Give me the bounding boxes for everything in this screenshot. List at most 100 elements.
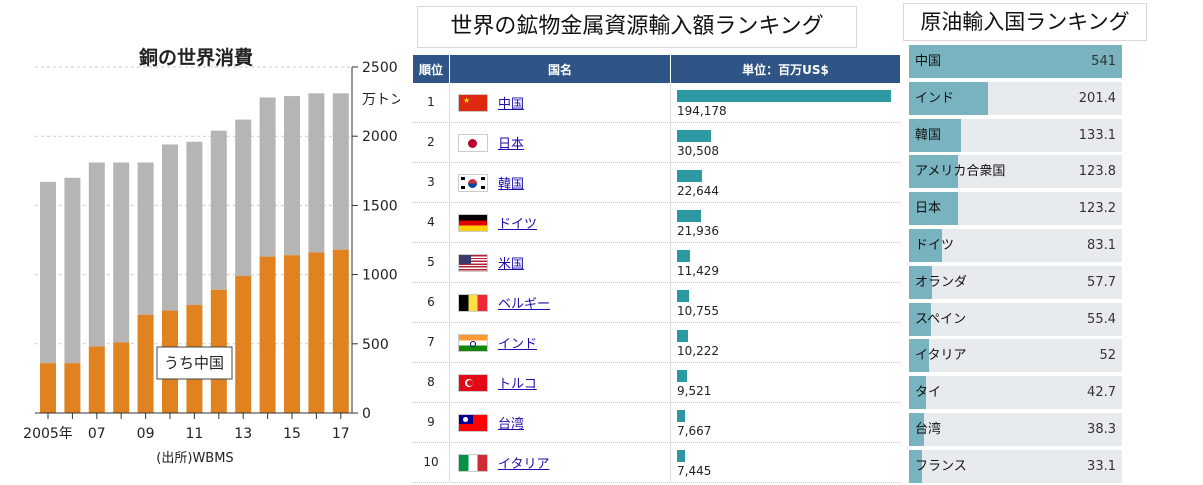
x-tick-label: 2005年 [23, 426, 73, 442]
metal-import-ranking: 世界の鉱物金属資源輸入額ランキング 順位 国名 単位：百万US$ 1 ★ 中国 194… [405, 0, 900, 485]
oil-value-bar [909, 155, 958, 189]
metal-ranking-title: 世界の鉱物金属資源輸入額ランキング [417, 6, 857, 48]
rank-cell: 8 [413, 363, 450, 402]
bar-world-2005 [40, 181, 56, 364]
value-cell: 10,755 [671, 283, 900, 322]
bar-world-2016 [308, 93, 325, 253]
flag-de-icon [458, 213, 488, 232]
oil-ranking-row: ドイツ 83.1 [909, 229, 1122, 262]
bar-china-2007 [88, 346, 105, 413]
copper-unit-label: 万トン [362, 92, 400, 108]
copper-bars [40, 93, 349, 413]
value-label: 30,508 [677, 144, 719, 158]
value-label: 21,936 [677, 224, 719, 238]
oil-value-label: 123.8 [1078, 164, 1116, 180]
metal-table-row: 1 ★ 中国 194,178 [413, 83, 900, 123]
china-annotation: うち中国 [164, 354, 224, 372]
x-tick-label: 11 [185, 426, 203, 442]
oil-ranking-row: イタリア 52 [909, 339, 1122, 373]
metal-table-row: 7 インド 10,222 [413, 323, 900, 363]
header-rank: 順位 [413, 55, 450, 83]
oil-value-label: 123.2 [1078, 201, 1116, 217]
oil-value-label: 83.1 [1087, 238, 1116, 253]
rank-cell: 2 [413, 123, 450, 162]
value-bar [677, 210, 702, 222]
country-link[interactable]: 台湾 [498, 417, 525, 432]
country-link[interactable]: ベルギー [498, 297, 551, 312]
copper-y-axis: 0 500 1000 1500 2000 2500 [351, 60, 398, 422]
x-tick-label: 17 [332, 426, 350, 442]
oil-value-label: 201.4 [1078, 90, 1116, 106]
oil-value-bar [909, 265, 932, 299]
metal-table-row: 8 トルコ 9,521 [413, 363, 900, 403]
flag-tr-icon [458, 373, 488, 392]
bar-china-2017 [332, 249, 349, 413]
value-label: 10,222 [677, 344, 719, 358]
oil-value-label: 541 [1091, 54, 1116, 69]
oil-value-bar [909, 118, 962, 152]
oil-country-label: タイ [915, 385, 942, 401]
metal-table-row: 5 米国 11,429 [413, 243, 900, 283]
metal-table-row: 4 ドイツ 21,936 [413, 203, 900, 243]
bar-china-2006 [64, 363, 81, 413]
country-link[interactable]: 韓国 [498, 177, 525, 192]
oil-ranking-row: オランダ 57.7 [909, 265, 1122, 299]
metal-table-row: 2 日本 30,508 [413, 123, 900, 163]
country-link[interactable]: 米国 [498, 257, 525, 272]
oil-country-label: 日本 [915, 201, 942, 217]
value-label: 7,445 [677, 464, 712, 478]
bar-world-2007 [88, 162, 105, 347]
bar-china-2016 [308, 252, 325, 413]
rank-cell: 5 [413, 243, 450, 282]
bar-world-2012 [210, 130, 227, 290]
country-cell: 米国 [450, 243, 671, 282]
oil-country-label: ドイツ [915, 238, 955, 253]
bar-world-2010 [162, 144, 178, 311]
country-link[interactable]: 中国 [498, 97, 525, 112]
country-cell: イタリア [450, 443, 671, 482]
flag-kr-icon [458, 173, 488, 192]
oil-value-label: 52 [1099, 348, 1116, 364]
country-link[interactable]: 日本 [498, 137, 525, 152]
oil-ranking-row: タイ 42.7 [909, 376, 1122, 410]
copper-chart-svg: 銅の世界消費 万トン 0 500 1000 1500 2000 2500 2005年 07 0… [23, 46, 400, 466]
x-tick-label: 09 [137, 426, 155, 442]
oil-ranking-title: 原油輸入国ランキング [903, 3, 1147, 41]
oil-value-bar [909, 376, 926, 410]
oil-value-label: 33.1 [1087, 458, 1116, 474]
metal-table-row: 3 韓国 22,644 [413, 163, 900, 203]
country-link[interactable]: ドイツ [498, 217, 538, 232]
oil-value-bar [909, 192, 958, 226]
value-bar [677, 250, 690, 262]
country-link[interactable]: イタリア [498, 457, 550, 472]
oil-ranking-row: アメリカ合衆国 123.8 [909, 155, 1122, 189]
bar-china-2009 [137, 314, 154, 413]
country-link[interactable]: インド [498, 337, 538, 352]
oil-value-label: 38.3 [1087, 422, 1116, 437]
value-cell: 9,521 [671, 363, 900, 402]
value-cell: 194,178 [671, 83, 900, 122]
x-tick-label: 07 [88, 426, 106, 442]
y-tick-label: 2500 [362, 60, 398, 76]
x-tick-label: 15 [283, 426, 301, 442]
oil-value-bar [909, 81, 989, 115]
copper-source: (出所)WBMS [156, 451, 233, 466]
value-bar [677, 450, 686, 462]
value-bar [677, 370, 688, 382]
flag-cn-icon: ★ [458, 93, 488, 112]
value-bar [677, 410, 686, 422]
header-value: 単位：百万US$ [742, 62, 829, 77]
bar-world-2017 [332, 93, 349, 250]
value-cell: 7,445 [671, 443, 900, 482]
oil-value-label: 57.7 [1087, 274, 1116, 290]
oil-ranking-row: 中国 541 [909, 45, 1122, 78]
bar-china-2005 [40, 363, 56, 413]
country-link[interactable]: トルコ [498, 377, 537, 392]
bar-world-2015 [284, 96, 300, 256]
flag-tw-icon [458, 413, 488, 432]
oil-ranking-row: スペイン 55.4 [909, 302, 1122, 336]
flag-us-icon [458, 253, 488, 272]
country-cell: ベルギー [450, 283, 671, 322]
oil-value-bar [909, 229, 942, 262]
value-label: 11,429 [677, 264, 719, 278]
